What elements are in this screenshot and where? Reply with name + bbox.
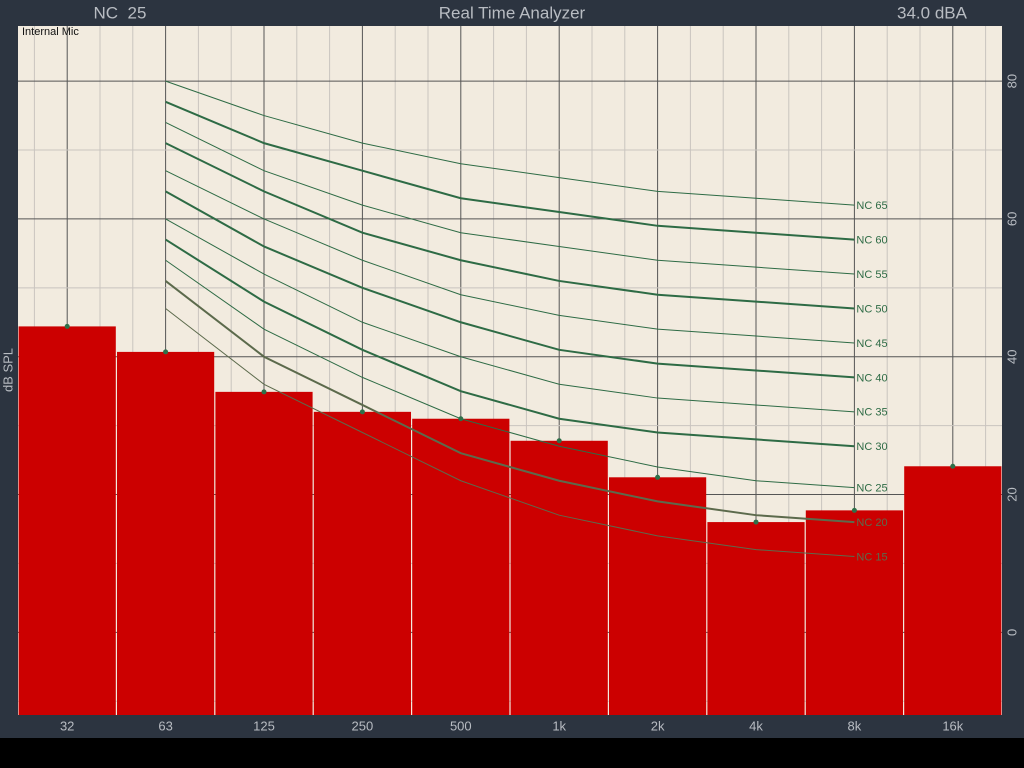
nc-curve bbox=[165, 80, 855, 206]
peak-marker bbox=[851, 507, 857, 513]
input-label: Internal Mic bbox=[22, 26, 79, 38]
nc-curve-label: NC 45 bbox=[856, 338, 887, 350]
y-tick-label: 40 bbox=[1004, 349, 1019, 363]
nc-curve bbox=[165, 142, 855, 310]
bar bbox=[18, 326, 116, 715]
peak-marker bbox=[163, 349, 169, 355]
nc-curve bbox=[165, 122, 855, 275]
nc-curve-label: NC 50 bbox=[856, 303, 887, 315]
nc-curve bbox=[165, 100, 855, 241]
x-tick-label: 1k bbox=[552, 718, 566, 733]
nc-curve-label: NC 20 bbox=[856, 517, 887, 529]
x-tick-label: 250 bbox=[352, 718, 374, 733]
bar bbox=[412, 418, 510, 715]
x-tick-label: 4k bbox=[749, 718, 763, 733]
bar bbox=[904, 466, 1002, 715]
labels: 32 63 125 250 500 1k 2k 4k 8k 16k 0 20 40 60 80 NC 65 NC… bbox=[60, 74, 1019, 734]
nc-curve-label: NC 30 bbox=[856, 441, 887, 453]
y-tick-label: 60 bbox=[1004, 212, 1019, 226]
bar bbox=[805, 510, 903, 715]
nc-curve bbox=[165, 259, 855, 489]
y-axis-label: dB SPL bbox=[0, 348, 15, 392]
nc-curve-label: NC 15 bbox=[856, 551, 887, 563]
bottom-strip bbox=[0, 738, 1024, 768]
x-tick-label: 125 bbox=[253, 718, 275, 733]
bar bbox=[117, 351, 215, 715]
nc-curve-label: NC 65 bbox=[856, 200, 887, 212]
peak-marker bbox=[753, 519, 759, 525]
nc-curve-label: NC 35 bbox=[856, 407, 887, 419]
bars bbox=[18, 326, 1002, 715]
nc-curve-label: NC 55 bbox=[856, 269, 887, 281]
title: Real Time Analyzer bbox=[439, 3, 586, 22]
nc-curve bbox=[165, 238, 855, 448]
peak-marker bbox=[64, 323, 70, 329]
level: 34.0 dBA bbox=[897, 3, 968, 22]
bar bbox=[313, 411, 411, 715]
peak-marker bbox=[655, 474, 661, 480]
x-tick-label: 8k bbox=[848, 718, 862, 733]
x-tick-label: 500 bbox=[450, 718, 472, 733]
bar bbox=[215, 391, 313, 715]
bar bbox=[510, 440, 608, 715]
x-tick-label: 16k bbox=[942, 718, 963, 733]
nc-curve bbox=[165, 218, 855, 413]
x-tick-label: 2k bbox=[651, 718, 665, 733]
y-tick-label: 20 bbox=[1004, 487, 1019, 501]
nc-curve-label: NC 60 bbox=[856, 234, 887, 246]
peak-marker bbox=[359, 409, 365, 415]
nc-curve bbox=[165, 308, 855, 558]
nc-curve bbox=[165, 190, 855, 379]
x-tick-label: 63 bbox=[158, 718, 172, 733]
y-tick-label: 0 bbox=[1004, 629, 1019, 636]
bar bbox=[609, 477, 707, 715]
y-tick-label: 80 bbox=[1004, 74, 1019, 88]
peak-marker bbox=[950, 463, 956, 469]
nc-curve bbox=[164, 280, 855, 524]
nc-curve bbox=[165, 170, 855, 344]
nc-rating: NC 25 bbox=[94, 3, 147, 22]
nc-curve-label: NC 25 bbox=[856, 483, 887, 495]
bar bbox=[707, 522, 805, 715]
peak-marker bbox=[556, 438, 562, 444]
peak-marker bbox=[261, 389, 267, 395]
nc-curve-label: NC 40 bbox=[856, 372, 887, 384]
peak-marker bbox=[458, 416, 464, 422]
x-tick-label: 32 bbox=[60, 718, 74, 733]
nc-curves bbox=[64, 80, 956, 558]
